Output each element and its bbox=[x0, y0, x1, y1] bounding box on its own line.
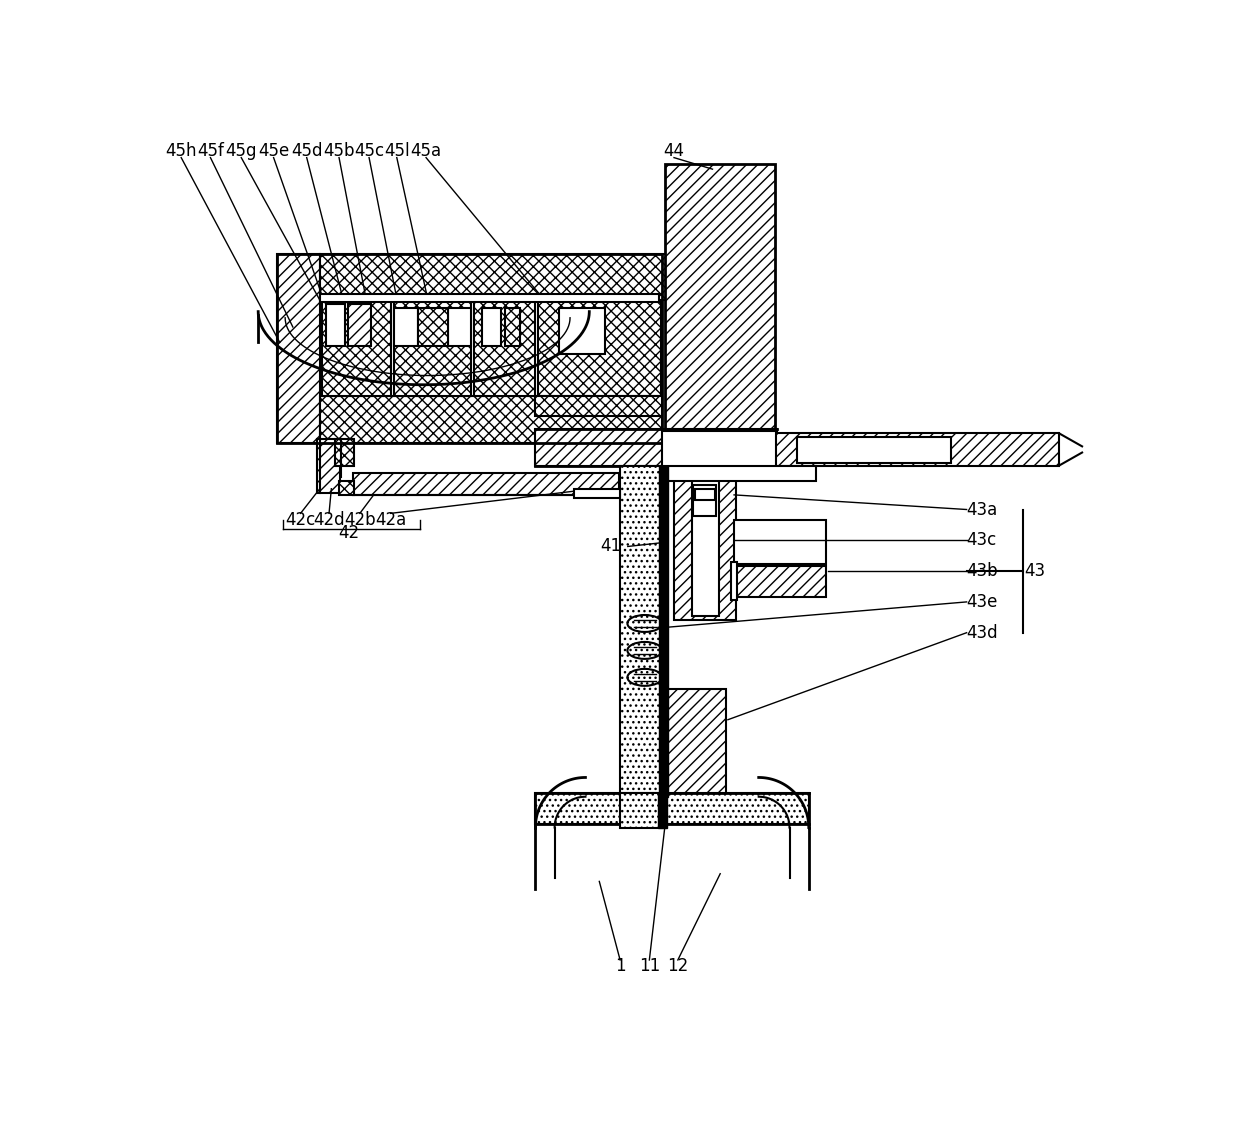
Text: 45f: 45f bbox=[197, 142, 224, 160]
Text: 43: 43 bbox=[1024, 562, 1045, 580]
Bar bbox=[481, 308, 501, 346]
Bar bbox=[662, 430, 776, 467]
Text: 43d: 43d bbox=[967, 623, 998, 641]
Bar bbox=[620, 793, 662, 827]
Bar bbox=[320, 253, 666, 300]
Bar bbox=[658, 465, 668, 797]
Text: 45b: 45b bbox=[324, 142, 355, 160]
Text: 45c: 45c bbox=[353, 142, 384, 160]
Text: 43e: 43e bbox=[967, 593, 998, 611]
Bar bbox=[449, 308, 471, 346]
Bar bbox=[322, 300, 392, 397]
Text: 45h: 45h bbox=[165, 142, 197, 160]
Text: 44: 44 bbox=[663, 142, 684, 160]
Bar bbox=[620, 465, 662, 797]
Bar bbox=[278, 253, 320, 443]
Bar bbox=[538, 300, 661, 397]
Bar bbox=[418, 308, 449, 346]
Bar bbox=[734, 566, 826, 596]
Text: 43a: 43a bbox=[967, 500, 998, 519]
Bar bbox=[347, 304, 371, 346]
Bar bbox=[774, 434, 1059, 465]
Text: 42a: 42a bbox=[374, 510, 407, 528]
Text: 41: 41 bbox=[600, 537, 621, 556]
Bar bbox=[326, 304, 345, 346]
Bar bbox=[662, 465, 816, 481]
Bar bbox=[534, 429, 777, 466]
Bar bbox=[353, 473, 619, 494]
Text: 45e: 45e bbox=[258, 142, 289, 160]
Text: 11: 11 bbox=[639, 957, 660, 975]
Text: 42c: 42c bbox=[285, 510, 316, 528]
Bar bbox=[394, 300, 471, 397]
Text: 1: 1 bbox=[615, 957, 625, 975]
Bar bbox=[339, 481, 355, 494]
Text: 45l: 45l bbox=[384, 142, 409, 160]
Text: 45g: 45g bbox=[226, 142, 257, 160]
Bar bbox=[663, 689, 725, 797]
Text: 42d: 42d bbox=[314, 510, 345, 528]
Text: 43b: 43b bbox=[967, 562, 998, 580]
Bar bbox=[797, 437, 951, 463]
Text: 42b: 42b bbox=[343, 510, 376, 528]
Bar bbox=[320, 397, 662, 443]
Bar bbox=[335, 438, 355, 465]
Text: 12: 12 bbox=[667, 957, 688, 975]
Bar bbox=[675, 465, 735, 620]
Text: 45a: 45a bbox=[410, 142, 441, 160]
Text: 45d: 45d bbox=[291, 142, 322, 160]
Bar bbox=[658, 793, 667, 827]
Bar bbox=[316, 438, 340, 492]
Bar bbox=[536, 793, 808, 824]
Bar bbox=[665, 164, 775, 437]
Bar bbox=[536, 397, 662, 416]
Bar bbox=[394, 308, 418, 346]
Bar bbox=[320, 294, 658, 302]
Bar bbox=[474, 300, 536, 397]
Bar bbox=[505, 308, 520, 346]
Bar bbox=[574, 489, 620, 498]
Bar bbox=[558, 308, 605, 354]
Bar bbox=[730, 562, 737, 601]
Bar bbox=[693, 485, 717, 516]
Bar bbox=[278, 253, 662, 443]
Text: 42: 42 bbox=[339, 525, 360, 543]
Bar bbox=[692, 470, 719, 615]
Bar bbox=[734, 519, 826, 564]
Bar bbox=[694, 489, 714, 500]
Text: 43c: 43c bbox=[967, 531, 997, 549]
